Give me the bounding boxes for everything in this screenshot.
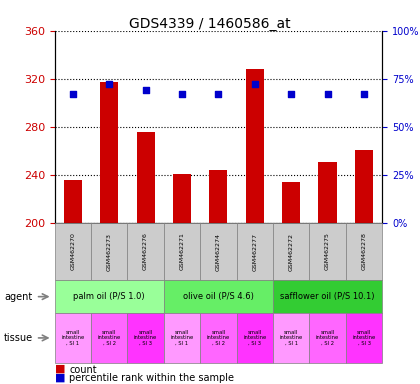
Text: small
intestine
, SI 3: small intestine , SI 3 (243, 329, 266, 346)
Point (69, 91, 76, 97)
Text: olive oil (P/S 4.6): olive oil (P/S 4.6) (183, 292, 254, 301)
Text: count: count (69, 365, 97, 375)
Point (106, 81, 113, 88)
Text: GDS4339 / 1460586_at: GDS4339 / 1460586_at (129, 17, 291, 31)
Text: GSM462275: GSM462275 (325, 233, 330, 270)
Text: GSM462273: GSM462273 (107, 233, 112, 270)
Bar (355, 149, 373, 223)
Text: GSM462272: GSM462272 (289, 233, 294, 270)
Text: GSM462274: GSM462274 (216, 233, 221, 270)
Text: agent: agent (4, 291, 32, 302)
Text: small
intestine
, SI 1: small intestine , SI 1 (171, 329, 194, 346)
Text: GSM462276: GSM462276 (143, 233, 148, 270)
Text: GSM462278: GSM462278 (362, 233, 367, 270)
Bar (64, 180, 82, 223)
Text: ■: ■ (55, 364, 65, 374)
Bar (173, 174, 191, 223)
Point (142, 87, 149, 93)
Text: small
intestine
, SI 2: small intestine , SI 2 (97, 329, 121, 346)
Bar (136, 131, 155, 223)
Bar (282, 182, 300, 223)
Text: small
intestine
, SI 3: small intestine , SI 3 (352, 329, 375, 346)
Point (178, 91, 185, 97)
Point (324, 91, 331, 97)
Point (252, 81, 258, 88)
Bar (318, 162, 337, 223)
Point (215, 91, 222, 97)
Text: small
intestine
, SI 1: small intestine , SI 1 (61, 329, 84, 346)
Text: percentile rank within the sample: percentile rank within the sample (69, 373, 234, 383)
Text: palm oil (P/S 1.0): palm oil (P/S 1.0) (74, 292, 145, 301)
Text: ■: ■ (55, 372, 65, 382)
Text: small
intestine
, SI 1: small intestine , SI 1 (280, 329, 303, 346)
Text: small
intestine
, SI 2: small intestine , SI 2 (207, 329, 230, 346)
Text: GSM462270: GSM462270 (70, 233, 75, 270)
Text: tissue: tissue (4, 333, 33, 343)
Text: small
intestine
, SI 2: small intestine , SI 2 (316, 329, 339, 346)
Text: safflower oil (P/S 10.1): safflower oil (P/S 10.1) (281, 292, 375, 301)
Text: GSM462277: GSM462277 (252, 233, 257, 270)
Bar (209, 170, 228, 223)
Text: small
intestine
, SI 3: small intestine , SI 3 (134, 329, 157, 346)
Bar (100, 82, 118, 223)
Bar (246, 69, 264, 223)
Point (361, 91, 368, 97)
Text: GSM462271: GSM462271 (179, 233, 184, 270)
Point (288, 91, 294, 97)
